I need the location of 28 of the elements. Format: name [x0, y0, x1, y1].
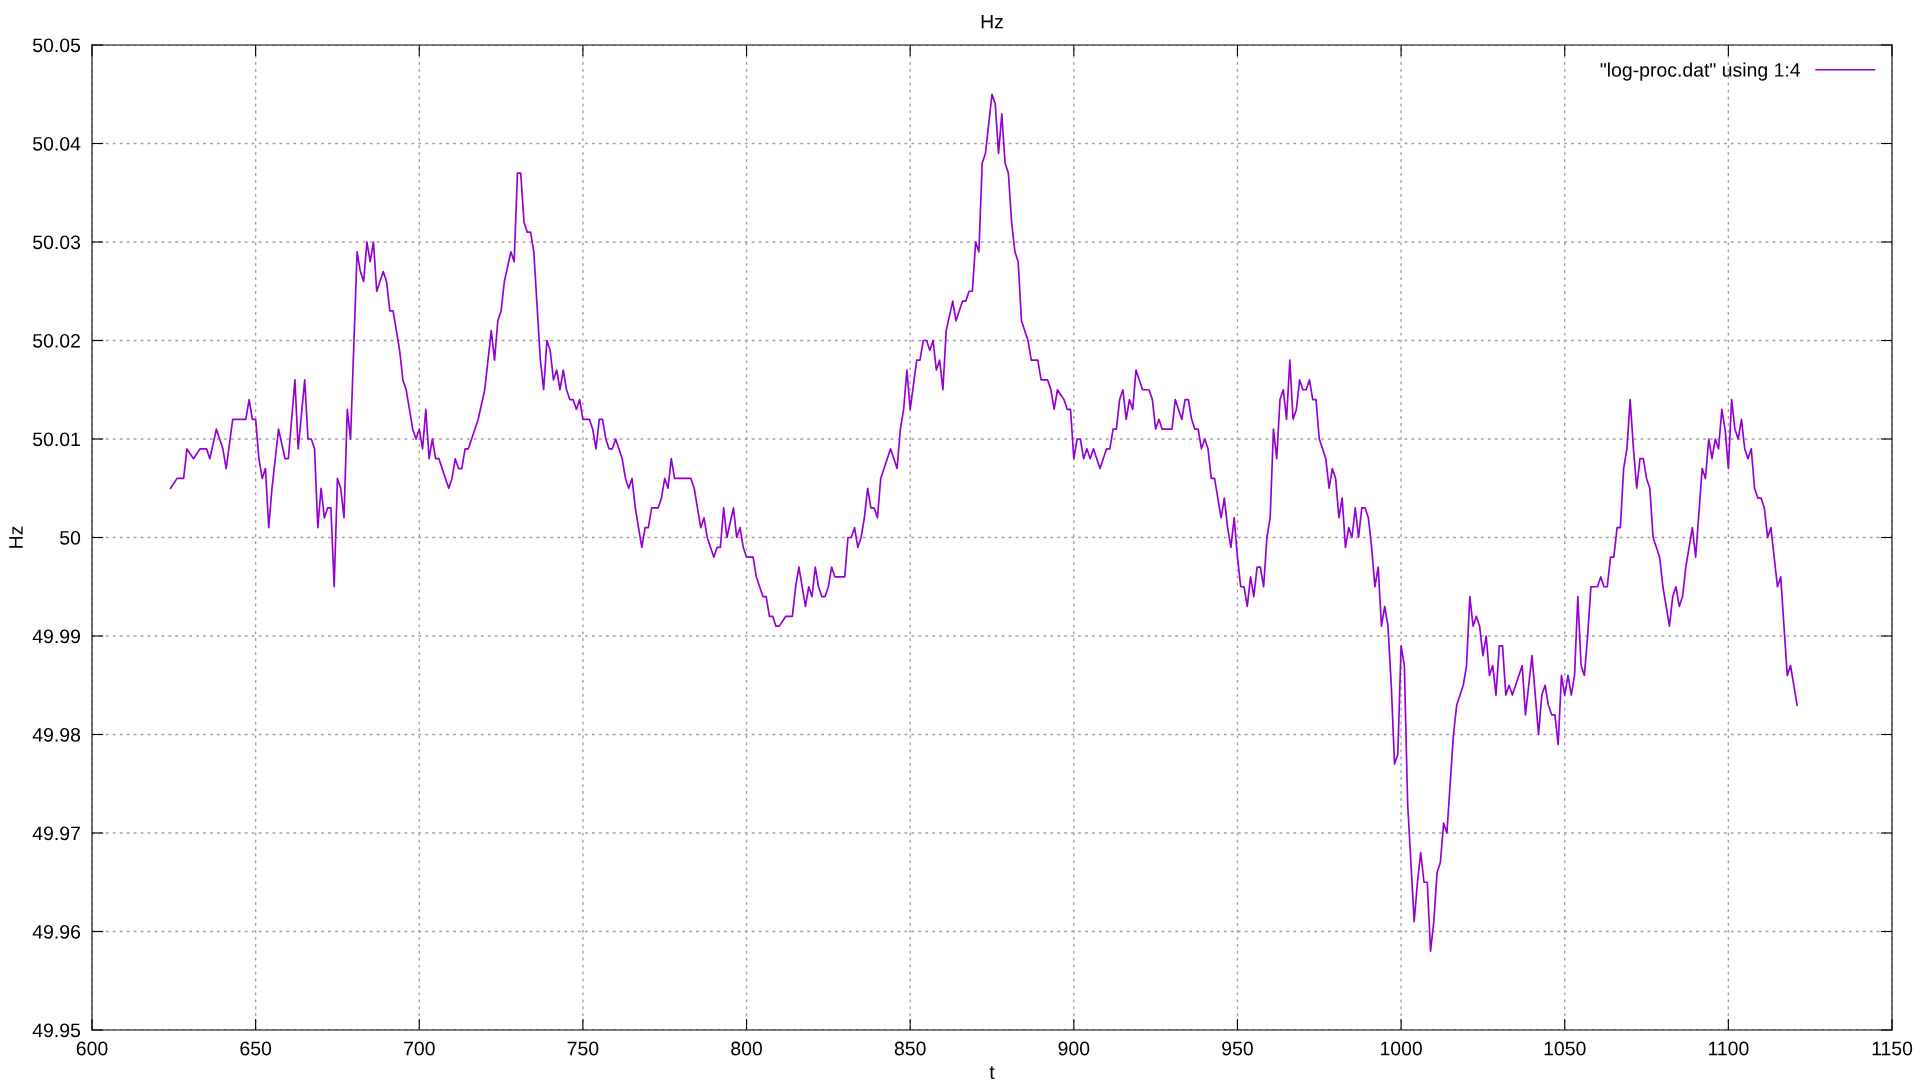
x-tick-label: 700	[404, 1041, 435, 1056]
x-tick-label: 850	[894, 1041, 926, 1056]
y-axis-title: Hz	[9, 526, 23, 548]
x-tick-label: 1150	[1872, 1041, 1913, 1056]
x-axis-title: t	[989, 1066, 995, 1080]
x-tick-label: 800	[731, 1041, 763, 1056]
y-tick-label: 49.98	[32, 727, 81, 742]
legend-label: "log-proc.dat" using 1:4	[1600, 62, 1801, 81]
y-tick-label: 50.05	[33, 38, 81, 53]
y-tick-label: 49.96	[32, 924, 81, 939]
x-tick-label: 750	[567, 1041, 599, 1056]
y-tick-label: 49.99	[32, 629, 80, 644]
y-tick-label: 50.02	[33, 333, 80, 348]
x-tick-label: 1000	[1380, 1041, 1422, 1056]
x-tick-label: 950	[1222, 1041, 1253, 1056]
line-series	[169, 93, 1798, 953]
x-tick-label: 1050	[1544, 1041, 1586, 1056]
y-tick-label: 50	[60, 530, 81, 545]
x-tick-label: 600	[76, 1041, 108, 1056]
y-tick-label: 50.01	[33, 432, 80, 447]
y-tick-label: 49.95	[32, 1023, 81, 1038]
x-tick-label: 900	[1058, 1041, 1090, 1056]
y-tick-label: 49.97	[32, 826, 80, 841]
y-tick-label: 50.04	[33, 136, 81, 151]
y-tick-label: 50.03	[33, 235, 81, 250]
x-tick-label: 650	[240, 1041, 272, 1056]
x-tick-label: 1100	[1708, 1041, 1749, 1056]
chart-title: Hz	[981, 14, 1003, 29]
